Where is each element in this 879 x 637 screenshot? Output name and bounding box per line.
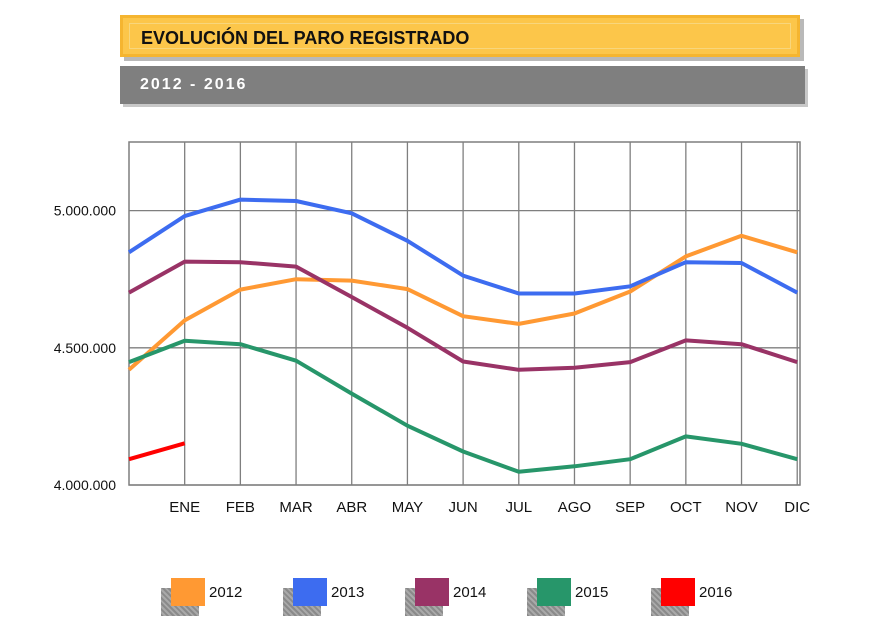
x-tick-label: ENE	[169, 499, 200, 516]
y-tick-label: 4.500.000	[54, 340, 116, 356]
legend-label: 2016	[699, 584, 733, 601]
legend-label: 2012	[209, 584, 243, 601]
legend: 2012 2013 2014 2015 2016	[0, 578, 879, 628]
x-tick-label: NOV	[725, 499, 758, 516]
x-tick-label: MAR	[279, 499, 313, 516]
x-tick-label: JUL	[505, 499, 532, 516]
x-axis-tick-labels: ENE FEB MAR ABR MAY JUN JUL AGO SEP OCT NOV DIC	[169, 499, 810, 516]
series-line-2014	[128, 259, 798, 372]
title-banner: EVOLUCIÓN DEL PARO REGISTRADO	[120, 15, 800, 57]
x-tick-label: MAY	[392, 499, 423, 516]
legend-swatch	[293, 578, 327, 606]
series-line-2015	[128, 338, 798, 474]
legend-swatch	[537, 578, 571, 606]
x-tick-label: OCT	[670, 499, 702, 516]
chart-title: EVOLUCIÓN DEL PARO REGISTRADO	[141, 28, 470, 48]
x-tick-label: ABR	[336, 499, 367, 516]
x-tick-label: AGO	[558, 499, 591, 516]
plot-area	[128, 141, 801, 486]
x-tick-label: DIC	[784, 499, 810, 516]
legend-swatch	[415, 578, 449, 606]
series-lines	[127, 197, 799, 474]
x-tick-label: FEB	[226, 499, 255, 516]
y-tick-label: 4.000.000	[54, 477, 116, 493]
series-line-2013	[127, 197, 799, 296]
subtitle-banner: 2012 - 2016	[120, 66, 805, 104]
legend-swatch	[171, 578, 205, 606]
x-tick-label: JUN	[449, 499, 478, 516]
gridlines	[129, 142, 800, 486]
series-line-2012	[127, 233, 798, 372]
y-tick-label: 5.000.000	[54, 203, 116, 219]
chart-subtitle: 2012 - 2016	[140, 76, 248, 93]
y-axis-tick-labels: 4.000.000 4.500.000 5.000.000	[54, 203, 116, 493]
x-tick-label: SEP	[615, 499, 645, 516]
title-banner-inner-border	[129, 23, 791, 49]
legend-label: 2013	[331, 584, 365, 601]
legend-label: 2015	[575, 584, 609, 601]
legend-label: 2014	[453, 584, 487, 601]
series-line-2016	[128, 441, 186, 462]
legend-swatch	[661, 578, 695, 606]
